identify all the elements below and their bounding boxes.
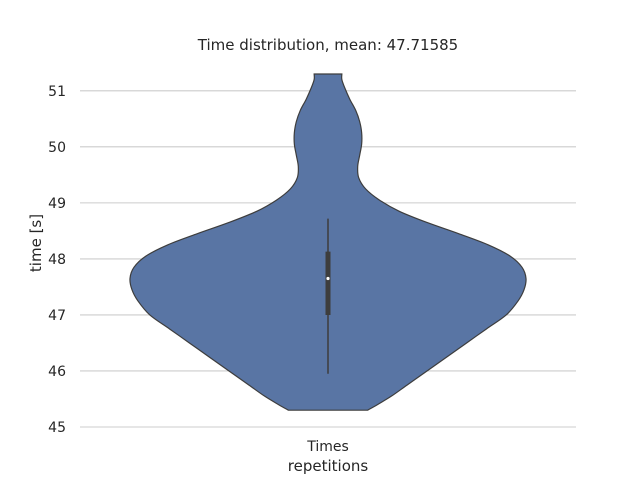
y-axis-label: time [s] (27, 214, 45, 272)
y-tick-label: 51 (48, 84, 66, 100)
chart-title: Time distribution, mean: 47.71585 (197, 36, 458, 54)
y-tick-label: 46 (48, 364, 66, 380)
y-tick-label: 48 (48, 252, 66, 268)
median-marker (326, 276, 330, 281)
y-tick-label: 49 (48, 196, 66, 212)
x-tick-labels: Times (306, 439, 349, 455)
x-tick-label: Times (306, 439, 349, 455)
plot-area (129, 73, 527, 411)
y-tick-label: 50 (48, 140, 66, 156)
y-tick-label: 47 (48, 308, 66, 324)
y-tick-label: 45 (48, 420, 66, 436)
x-axis-label: repetitions (288, 457, 369, 475)
y-tick-labels: 45 46 47 48 49 50 51 (48, 84, 66, 436)
